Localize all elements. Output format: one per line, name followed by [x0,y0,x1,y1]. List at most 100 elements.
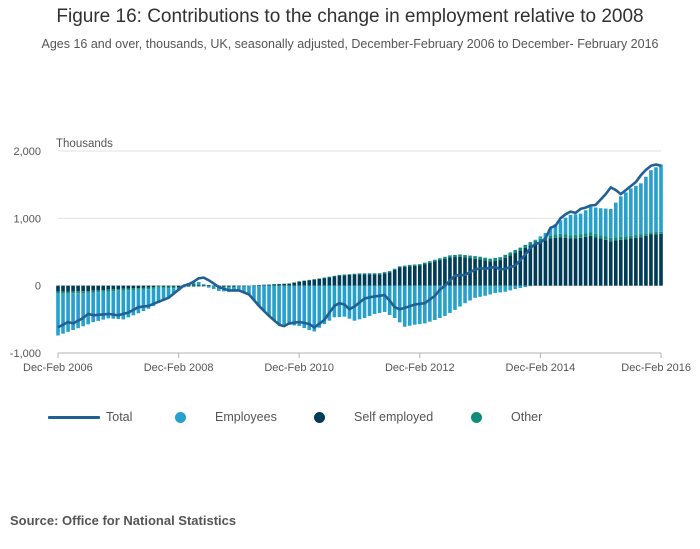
bar-self-employed [61,285,65,292]
bar-other [498,257,503,261]
bar-employees [603,208,608,237]
legend-item-employees[interactable]: Employees [175,410,277,424]
bar-employees [498,285,503,293]
bar-employees [598,208,603,236]
x-tick-label: Dec-Feb 2016 [621,362,691,374]
bar-self-employed [598,238,603,286]
bar-employees [101,291,106,320]
bar-self-employed [593,237,598,286]
bar-employees [327,285,332,321]
bar-other [232,286,236,288]
bar-employees [242,286,246,293]
bar-other [473,256,477,259]
legend-other-swatch [471,411,482,423]
bar-self-employed [196,284,201,286]
bar-self-employed [126,285,131,289]
bar-other [191,285,196,287]
bar-employees [307,285,312,331]
legend-total-label: Total [106,410,133,424]
bar-other [116,289,121,291]
bar-self-employed [463,257,467,286]
bar-employees [312,285,317,332]
bar-other [201,285,206,287]
bar-other [503,254,508,258]
bar-employees [443,285,447,316]
bar-self-employed [156,285,161,287]
bar-other [196,285,201,287]
bar-other [548,235,553,239]
bar-other [588,232,593,236]
bar-other [262,284,266,286]
bar-self-employed [302,280,307,286]
bar-other [558,233,563,238]
bar-other [136,288,141,290]
bar-other [352,273,357,275]
bar-employees [151,288,156,307]
chart-subtitle: Ages 16 and over, thousands, UK, seasona… [41,37,659,51]
bar-self-employed [453,257,457,286]
bar-self-employed [407,266,412,286]
bar-self-employed [523,247,528,286]
legend-item-total[interactable]: Total [48,410,132,424]
bar-other [176,287,181,289]
bar-other [483,257,487,261]
bar-employees [292,285,296,326]
bar-self-employed [624,239,628,286]
bar-employees [402,285,407,327]
bar-self-employed [649,234,653,286]
bar-other [593,233,598,238]
bar-employees [166,288,171,299]
bar-employees [297,285,302,327]
bar-other [161,286,166,288]
bar-other [357,273,362,275]
bar-other [76,291,80,294]
total-line [57,163,662,329]
bar-self-employed [176,285,181,288]
bar-employees [593,207,598,234]
bar-self-employed [141,285,146,288]
bar-self-employed [428,262,432,286]
bar-other [156,286,161,288]
bar-employees [478,285,482,297]
y-axis-title: Thousands [56,138,113,150]
bar-other [91,290,95,293]
bar-other [372,273,377,275]
bar-employees [578,213,583,235]
bar-self-employed [423,264,427,286]
bar-self-employed [222,285,226,287]
bar-self-employed [166,285,171,287]
bar-employees [272,285,276,321]
bar-other [634,235,638,238]
bar-self-employed [578,237,583,286]
bar-other [639,234,643,238]
bar-other [106,289,111,292]
bar-employees [146,289,151,309]
bar-other [508,252,513,256]
bar-self-employed [387,272,392,286]
legend-item-self-employed[interactable]: Self employed [314,410,433,424]
bar-other [443,256,447,259]
bar-self-employed [433,261,437,286]
bar-employees [483,285,487,296]
legend-item-other[interactable]: Other [471,410,542,424]
bar-employees [397,285,402,323]
bar-other [126,288,131,291]
bar-employees [533,239,538,241]
bar-employees [206,286,211,288]
bar-other [367,273,372,275]
bar-self-employed [618,239,623,286]
bar-other [282,283,286,285]
bar-self-employed [257,284,261,286]
bar-self-employed [292,282,296,286]
legend-employees-swatch [175,411,186,423]
bar-employees [649,170,653,233]
bar-employees [382,285,387,312]
bar-self-employed [458,256,462,286]
bar-self-employed [342,275,347,286]
legend: Total Employees Self employed Other [0,407,700,427]
bar-other [307,279,312,281]
bar-employees [171,288,176,295]
bar-other [618,236,623,240]
bar-other [362,273,367,275]
